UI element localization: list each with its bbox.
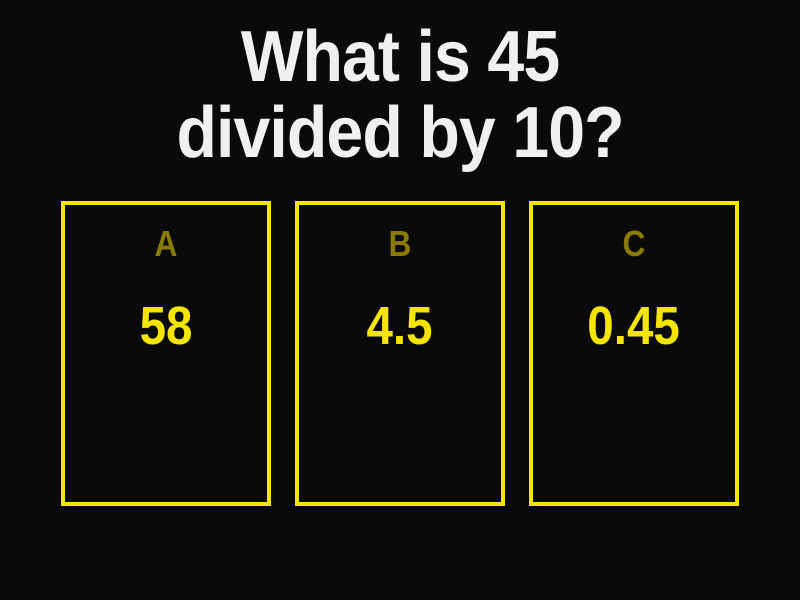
question-line-1: What is 45 (241, 17, 559, 97)
option-card-b[interactable]: B 4.5 (295, 201, 505, 506)
question-line-2: divided by 10? (176, 93, 623, 173)
options-container: A 58 B 4.5 C 0.45 (61, 201, 739, 506)
option-letter-c: C (623, 223, 646, 265)
option-card-a[interactable]: A 58 (61, 201, 271, 506)
option-letter-b: B (389, 223, 412, 265)
option-value-b: 4.5 (367, 295, 433, 357)
question-text: What is 45 divided by 10? (176, 20, 623, 171)
option-value-a: 58 (140, 295, 193, 357)
option-value-c: 0.45 (588, 295, 680, 357)
option-letter-a: A (155, 223, 178, 265)
option-card-c[interactable]: C 0.45 (529, 201, 739, 506)
